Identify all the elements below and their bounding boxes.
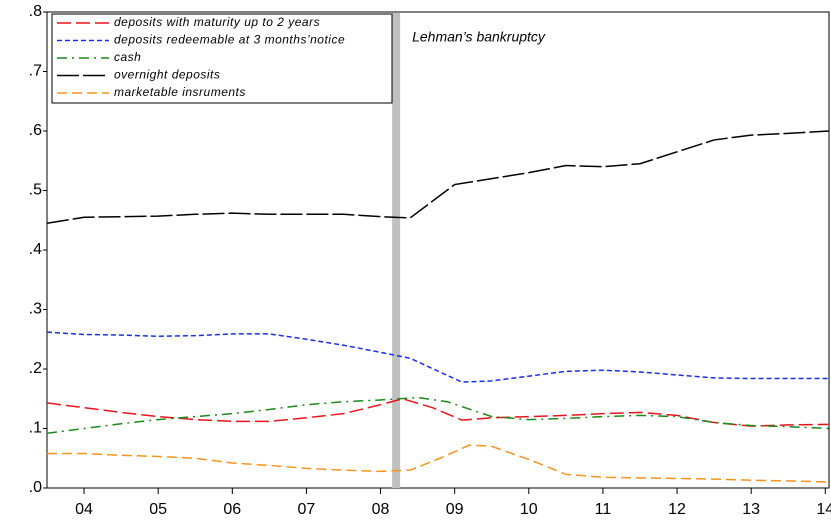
x-tick-label: 07	[298, 501, 316, 518]
x-tick-label: 11	[595, 501, 612, 518]
series-line	[46, 331, 829, 383]
legend-label: deposits redeemable at 3 months’notice	[114, 33, 345, 47]
x-tick-label: 09	[446, 501, 464, 518]
x-tick-label: 12	[668, 501, 686, 518]
y-tick-label: .2	[29, 360, 42, 377]
x-tick-label: 05	[149, 501, 167, 518]
y-tick-label: .4	[29, 241, 42, 258]
x-tick-label: 04	[75, 501, 93, 518]
y-tick-label: .3	[29, 301, 42, 318]
series-line	[46, 397, 830, 427]
y-tick-label: .7	[29, 63, 42, 80]
x-tick-label: 06	[223, 501, 241, 518]
event-band	[392, 13, 401, 488]
series-line	[46, 130, 830, 224]
y-tick-label: .0	[29, 479, 42, 496]
x-tick-label: 14	[816, 501, 831, 518]
x-tick-label: 08	[372, 501, 390, 518]
x-tick-label: 10	[520, 501, 538, 518]
y-tick-label: .1	[29, 420, 42, 437]
legend-label: overnight deposits	[114, 68, 220, 82]
y-tick-label: .5	[29, 182, 42, 199]
legend-label: deposits with maturity up to 2 years	[114, 15, 320, 29]
y-tick-label: .8	[29, 3, 42, 20]
legend-label: cash	[114, 50, 141, 64]
series-line	[46, 396, 830, 435]
series-line	[47, 444, 830, 483]
x-tick-label: 13	[742, 501, 760, 518]
legend-label: marketable insruments	[114, 85, 246, 99]
annotation: Lehman’s bankruptcy	[412, 29, 546, 45]
y-tick-label: .6	[29, 122, 42, 139]
